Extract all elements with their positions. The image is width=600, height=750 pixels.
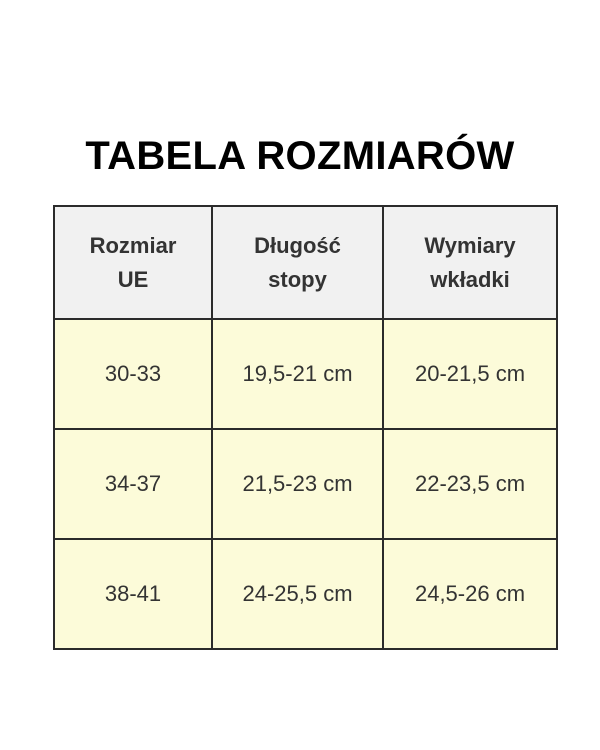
cell-insole: 22-23,5 cm	[382, 428, 558, 540]
table-header-row: Rozmiar UE Długość stopy Wymiary wkładki	[53, 205, 558, 320]
cell-size: 34-37	[53, 428, 213, 540]
column-header-size-line2: UE	[117, 266, 149, 292]
cell-size: 30-33	[53, 318, 213, 430]
cell-size: 38-41	[53, 538, 213, 650]
table-row: 38-41 24-25,5 cm 24,5-26 cm	[53, 538, 558, 650]
size-table: Rozmiar UE Długość stopy Wymiary wkładki…	[53, 205, 558, 650]
table-row: 34-37 21,5-23 cm 22-23,5 cm	[53, 428, 558, 540]
column-header-foot-length: Długość stopy	[211, 205, 384, 320]
column-header-size-line1: Rozmiar	[89, 232, 177, 258]
table-row: 30-33 19,5-21 cm 20-21,5 cm	[53, 318, 558, 430]
cell-foot-length: 24-25,5 cm	[211, 538, 384, 650]
column-header-size: Rozmiar UE	[53, 205, 213, 320]
cell-insole: 24,5-26 cm	[382, 538, 558, 650]
column-header-insole-line2: wkładki	[430, 266, 510, 292]
page-title: TABELA ROZMIARÓW	[85, 134, 515, 178]
table-header: Rozmiar UE Długość stopy Wymiary wkładki	[53, 205, 558, 320]
cell-insole: 20-21,5 cm	[382, 318, 558, 430]
column-header-foot-length-line2: stopy	[268, 266, 327, 292]
column-header-insole: Wymiary wkładki	[382, 205, 558, 320]
table-body: 30-33 19,5-21 cm 20-21,5 cm 34-37 21,5-2…	[53, 318, 558, 650]
cell-foot-length: 19,5-21 cm	[211, 318, 384, 430]
column-header-foot-length-line1: Długość	[254, 232, 341, 258]
column-header-insole-line1: Wymiary	[424, 232, 516, 258]
cell-foot-length: 21,5-23 cm	[211, 428, 384, 540]
